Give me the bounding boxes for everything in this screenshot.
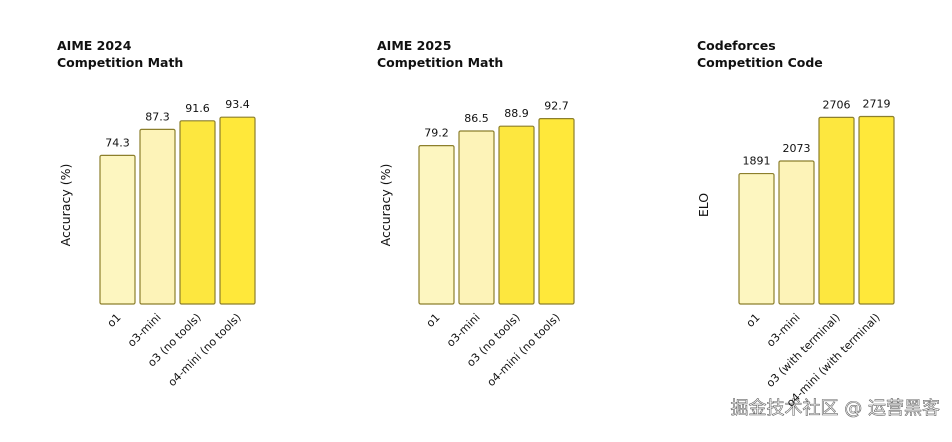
bar [498,125,535,305]
value-label: 1891 [743,155,771,168]
value-label: 88.9 [504,107,529,120]
bar [179,120,216,305]
value-label: 74.3 [105,136,130,149]
value-label: 86.5 [464,112,489,125]
bar [738,172,775,305]
value-label: 91.6 [185,102,210,115]
bar [818,116,855,305]
bar [219,116,256,305]
value-label: 2073 [783,142,811,155]
bar [99,154,136,305]
bar [538,117,575,305]
chart-title: Codeforces [697,38,776,53]
value-label: 87.3 [145,110,170,123]
value-label: 79.2 [424,127,449,140]
value-label: 93.4 [225,98,250,111]
y-axis-label: ELO [696,193,711,217]
value-label: 92.7 [544,100,569,113]
chart-title: AIME 2025 [377,38,451,53]
watermark: 掘金技术社区 @ 运营黑客 [731,398,940,419]
value-label: 2719 [863,97,891,110]
chart-subtitle: Competition Math [57,55,183,70]
chart-subtitle: Competition Code [697,55,823,70]
bar [139,128,176,305]
y-axis-label: Accuracy (%) [378,164,393,247]
chart-title: AIME 2024 [57,38,132,53]
bar [778,160,815,305]
chart-subtitle: Competition Math [377,55,503,70]
bar [418,145,455,305]
value-label: 2706 [823,98,851,111]
y-axis-label: Accuracy (%) [58,164,73,247]
bar [858,115,895,305]
bar [458,130,495,305]
